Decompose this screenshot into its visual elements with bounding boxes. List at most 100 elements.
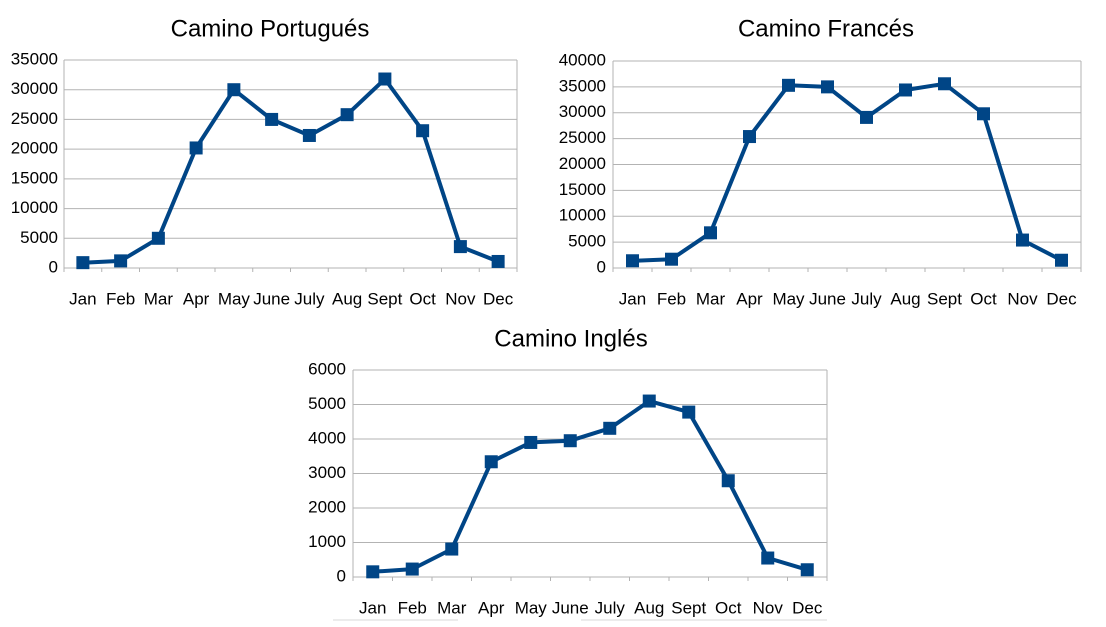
chart-title: Camino Inglés — [494, 325, 647, 352]
y-tick-label: 0 — [597, 257, 606, 276]
data-point — [800, 563, 814, 577]
y-tick-label: 30000 — [11, 79, 58, 98]
data-point — [642, 394, 656, 408]
y-tick-label: 25000 — [559, 128, 606, 147]
x-tick-label: Mar — [144, 289, 174, 308]
data-point — [761, 551, 775, 565]
y-tick-label: 25000 — [11, 109, 58, 128]
data-point — [860, 110, 873, 124]
data-point — [782, 78, 795, 92]
data-point — [302, 128, 316, 142]
data-point — [665, 252, 678, 266]
y-tick-label: 35000 — [559, 76, 606, 95]
y-tick-label: 15000 — [11, 168, 58, 187]
data-point — [227, 83, 241, 97]
y-tick-label: 6000 — [308, 359, 346, 378]
x-tick-label: May — [515, 598, 548, 617]
y-tick-label: 15000 — [559, 180, 606, 199]
y-tick-label: 4000 — [308, 428, 346, 447]
data-point — [721, 474, 735, 488]
x-tick-label: May — [772, 289, 805, 308]
x-tick-label: Apr — [478, 598, 505, 617]
chart-title: Camino Portugués — [171, 15, 370, 42]
data-point — [405, 562, 419, 576]
x-tick-label: Dec — [483, 289, 514, 308]
x-tick-label: Jan — [619, 289, 646, 308]
data-point — [189, 141, 203, 155]
x-tick-label: Aug — [634, 598, 664, 617]
x-tick-label: Sept — [927, 289, 962, 308]
y-tick-label: 0 — [49, 257, 58, 276]
data-point — [416, 124, 430, 138]
series-line — [82, 77, 499, 265]
y-tick-label: 20000 — [559, 154, 606, 173]
x-tick-label: Feb — [106, 289, 135, 308]
x-tick-label: July — [294, 289, 325, 308]
x-tick-label: Feb — [398, 598, 427, 617]
x-tick-label: Oct — [970, 289, 997, 308]
x-tick-label: July — [851, 289, 882, 308]
y-tick-label: 30000 — [559, 102, 606, 121]
data-point — [899, 83, 912, 97]
data-point — [484, 455, 498, 469]
y-tick-label: 35000 — [11, 49, 58, 68]
x-tick-label: Feb — [657, 289, 686, 308]
data-point — [114, 254, 128, 268]
data-point — [743, 130, 756, 144]
x-tick-label: May — [218, 289, 251, 308]
y-tick-label: 40000 — [559, 50, 606, 69]
x-tick-label: Mar — [437, 598, 467, 617]
data-point — [938, 77, 951, 91]
y-tick-label: 0 — [337, 566, 346, 585]
x-tick-label: Aug — [890, 289, 920, 308]
x-tick-label: Oct — [409, 289, 436, 308]
x-tick-label: Apr — [183, 289, 210, 308]
data-point — [151, 231, 165, 245]
data-point — [76, 256, 90, 270]
x-tick-label: Nov — [445, 289, 476, 308]
y-tick-label: 5000 — [308, 394, 346, 413]
series-line — [632, 81, 1063, 263]
y-tick-label: 5000 — [20, 228, 58, 247]
data-point — [1055, 253, 1068, 267]
data-point — [626, 254, 639, 268]
x-tick-label: July — [595, 598, 626, 617]
y-tick-label: 20000 — [11, 139, 58, 158]
data-point — [977, 107, 990, 121]
x-tick-label: Sept — [671, 598, 706, 617]
series-line — [372, 399, 808, 574]
chart-2: Camino Francés 0 5000 10000 15000 20000 25000 3… — [559, 15, 1082, 308]
x-tick-label: Jan — [69, 289, 96, 308]
data-point — [563, 434, 577, 448]
data-point — [704, 226, 717, 240]
x-tick-label: Sept — [367, 289, 402, 308]
x-tick-label: June — [253, 289, 290, 308]
data-point — [491, 254, 505, 268]
chart-title: Camino Francés — [738, 15, 914, 42]
y-tick-label: 1000 — [308, 532, 346, 551]
y-tick-label: 5000 — [568, 232, 606, 251]
data-point — [453, 240, 467, 254]
x-tick-label: Apr — [736, 289, 763, 308]
data-point — [524, 435, 538, 449]
x-tick-label: June — [809, 289, 846, 308]
data-point — [682, 405, 696, 419]
x-tick-label: Nov — [753, 598, 784, 617]
x-tick-label: Oct — [715, 598, 742, 617]
data-point — [340, 108, 354, 122]
x-tick-label: Jan — [359, 598, 386, 617]
x-tick-label: Dec — [792, 598, 823, 617]
x-tick-label: Dec — [1046, 289, 1077, 308]
y-tick-label: 10000 — [11, 198, 58, 217]
x-tick-label: Mar — [696, 289, 726, 308]
data-point — [1016, 233, 1029, 247]
chart-3: Camino Inglés 0 1000 2000 3000 4000 5000 6000 Ja… — [308, 325, 828, 617]
data-point — [265, 112, 279, 126]
x-tick-label: June — [552, 598, 589, 617]
y-tick-label: 3000 — [308, 463, 346, 482]
x-tick-label: Nov — [1007, 289, 1038, 308]
data-point — [378, 72, 392, 86]
y-tick-label: 2000 — [308, 497, 346, 516]
